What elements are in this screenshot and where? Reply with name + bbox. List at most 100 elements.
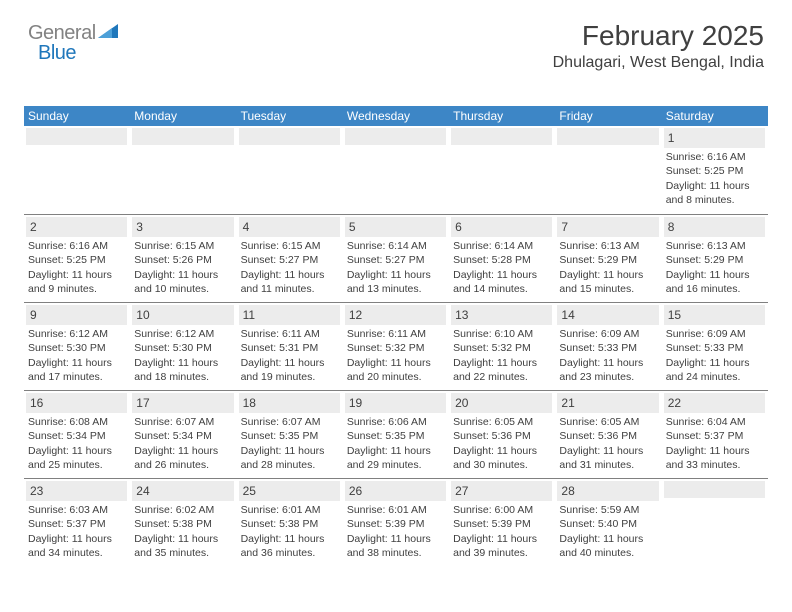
day-cell (449, 126, 555, 214)
weeks-container: 1Sunrise: 6:16 AMSunset: 5:25 PMDaylight… (24, 126, 768, 566)
sunrise-text: Sunrise: 6:15 AM (241, 239, 338, 253)
sunrise-text: Sunrise: 6:14 AM (453, 239, 550, 253)
sunset-text: Sunset: 5:36 PM (559, 429, 656, 443)
day-cell (555, 126, 661, 214)
daylight-text: Daylight: 11 hours and 35 minutes. (134, 532, 231, 560)
week-row: 9Sunrise: 6:12 AMSunset: 5:30 PMDaylight… (24, 302, 768, 390)
sunrise-text: Sunrise: 6:12 AM (134, 327, 231, 341)
day-body: Sunrise: 6:13 AMSunset: 5:29 PMDaylight:… (557, 239, 658, 296)
daylight-text: Daylight: 11 hours and 9 minutes. (28, 268, 125, 296)
week-row: 23Sunrise: 6:03 AMSunset: 5:37 PMDayligh… (24, 478, 768, 566)
sunset-text: Sunset: 5:29 PM (666, 253, 763, 267)
day-body: Sunrise: 5:59 AMSunset: 5:40 PMDaylight:… (557, 503, 658, 560)
day-number: 25 (239, 481, 340, 501)
dow-monday: Monday (130, 106, 236, 126)
day-cell: 5Sunrise: 6:14 AMSunset: 5:27 PMDaylight… (343, 215, 449, 302)
sunset-text: Sunset: 5:34 PM (134, 429, 231, 443)
daylight-text: Daylight: 11 hours and 18 minutes. (134, 356, 231, 384)
daylight-text: Daylight: 11 hours and 20 minutes. (347, 356, 444, 384)
day-number: 17 (132, 393, 233, 413)
sunrise-text: Sunrise: 6:12 AM (28, 327, 125, 341)
day-cell: 26Sunrise: 6:01 AMSunset: 5:39 PMDayligh… (343, 479, 449, 566)
sunset-text: Sunset: 5:37 PM (666, 429, 763, 443)
day-cell: 24 Sunrise: 6:02 AMSunset: 5:38 PMDayligh… (130, 479, 236, 566)
day-cell: 22Sunrise: 6:04 AMSunset: 5:37 PMDayligh… (662, 391, 768, 478)
sunset-text: Sunset: 5:25 PM (28, 253, 125, 267)
day-number (451, 128, 552, 145)
day-number (664, 481, 765, 498)
day-cell: 4Sunrise: 6:15 AMSunset: 5:27 PMDaylight… (237, 215, 343, 302)
day-number: 26 (345, 481, 446, 501)
day-number: 28 (557, 481, 658, 501)
day-body: Sunrise: 6:05 AMSunset: 5:36 PMDaylight:… (451, 415, 552, 472)
day-cell (237, 126, 343, 214)
daylight-text: Daylight: 11 hours and 8 minutes. (666, 179, 763, 207)
sunrise-text: Sunrise: 6:09 AM (666, 327, 763, 341)
day-number: 14 (557, 305, 658, 325)
sunrise-text: Sunrise: 6:11 AM (347, 327, 444, 341)
day-number: 5 (345, 217, 446, 237)
day-number: 15 (664, 305, 765, 325)
sunrise-text: Sunrise: 6:05 AM (559, 415, 656, 429)
calendar: Sunday Monday Tuesday Wednesday Thursday… (24, 106, 768, 566)
sunrise-text: Sunrise: 6:02 AM (134, 503, 231, 517)
sunset-text: Sunset: 5:25 PM (666, 164, 763, 178)
day-number (26, 128, 127, 145)
daylight-text: Daylight: 11 hours and 10 minutes. (134, 268, 231, 296)
daylight-text: Daylight: 11 hours and 36 minutes. (241, 532, 338, 560)
day-cell: 14Sunrise: 6:09 AMSunset: 5:33 PMDayligh… (555, 303, 661, 390)
daylight-text: Daylight: 11 hours and 31 minutes. (559, 444, 656, 472)
sunset-text: Sunset: 5:38 PM (241, 517, 338, 531)
day-cell: 18Sunrise: 6:07 AMSunset: 5:35 PMDayligh… (237, 391, 343, 478)
sunset-text: Sunset: 5:30 PM (134, 341, 231, 355)
sunset-text: Sunset: 5:35 PM (241, 429, 338, 443)
sunrise-text: Sunrise: 5:59 AM (559, 503, 656, 517)
sunset-text: Sunset: 5:27 PM (241, 253, 338, 267)
day-body: Sunrise: 6:09 AMSunset: 5:33 PMDaylight:… (664, 327, 765, 384)
sunrise-text: Sunrise: 6:16 AM (28, 239, 125, 253)
sunrise-text: Sunrise: 6:15 AM (134, 239, 231, 253)
day-body: Sunrise: 6:11 AMSunset: 5:31 PMDaylight:… (239, 327, 340, 384)
day-cell: 25Sunrise: 6:01 AMSunset: 5:38 PMDayligh… (237, 479, 343, 566)
day-number: 13 (451, 305, 552, 325)
day-cell: 17Sunrise: 6:07 AMSunset: 5:34 PMDayligh… (130, 391, 236, 478)
sunrise-text: Sunrise: 6:00 AM (453, 503, 550, 517)
day-body: Sunrise: 6:13 AMSunset: 5:29 PMDaylight:… (664, 239, 765, 296)
day-number: 10 (132, 305, 233, 325)
day-cell: 15Sunrise: 6:09 AMSunset: 5:33 PMDayligh… (662, 303, 768, 390)
logo-triangle-icon (98, 24, 118, 38)
day-number: 24 (132, 481, 233, 501)
day-body: Sunrise: 6:12 AMSunset: 5:30 PMDaylight:… (132, 327, 233, 384)
day-cell: 2Sunrise: 6:16 AMSunset: 5:25 PMDaylight… (24, 215, 130, 302)
day-cell: 9Sunrise: 6:12 AMSunset: 5:30 PMDaylight… (24, 303, 130, 390)
day-cell (24, 126, 130, 214)
day-body: Sunrise: 6:15 AMSunset: 5:26 PMDaylight:… (132, 239, 233, 296)
sunrise-text: Sunrise: 6:07 AM (134, 415, 231, 429)
day-number: 18 (239, 393, 340, 413)
day-number: 9 (26, 305, 127, 325)
daylight-text: Daylight: 11 hours and 16 minutes. (666, 268, 763, 296)
daylight-text: Daylight: 11 hours and 23 minutes. (559, 356, 656, 384)
day-number: 27 (451, 481, 552, 501)
sunset-text: Sunset: 5:38 PM (134, 517, 231, 531)
daylight-text: Daylight: 11 hours and 40 minutes. (559, 532, 656, 560)
day-cell: 16Sunrise: 6:08 AMSunset: 5:34 PMDayligh… (24, 391, 130, 478)
day-cell: 23Sunrise: 6:03 AMSunset: 5:37 PMDayligh… (24, 479, 130, 566)
day-cell: 27Sunrise: 6:00 AMSunset: 5:39 PMDayligh… (449, 479, 555, 566)
daylight-text: Daylight: 11 hours and 25 minutes. (28, 444, 125, 472)
daylight-text: Daylight: 11 hours and 24 minutes. (666, 356, 763, 384)
sunrise-text: Sunrise: 6:07 AM (241, 415, 338, 429)
sunset-text: Sunset: 5:32 PM (453, 341, 550, 355)
dow-row: Sunday Monday Tuesday Wednesday Thursday… (24, 106, 768, 126)
sunrise-text: Sunrise: 6:01 AM (347, 503, 444, 517)
sunset-text: Sunset: 5:29 PM (559, 253, 656, 267)
sunrise-text: Sunrise: 6:10 AM (453, 327, 550, 341)
dow-saturday: Saturday (662, 106, 768, 126)
day-body: Sunrise: 6:07 AMSunset: 5:35 PMDaylight:… (239, 415, 340, 472)
daylight-text: Daylight: 11 hours and 19 minutes. (241, 356, 338, 384)
logo-text-blue: Blue (38, 42, 76, 64)
day-number: 11 (239, 305, 340, 325)
day-number: 23 (26, 481, 127, 501)
sunrise-text: Sunrise: 6:09 AM (559, 327, 656, 341)
day-cell: 20Sunrise: 6:05 AMSunset: 5:36 PMDayligh… (449, 391, 555, 478)
